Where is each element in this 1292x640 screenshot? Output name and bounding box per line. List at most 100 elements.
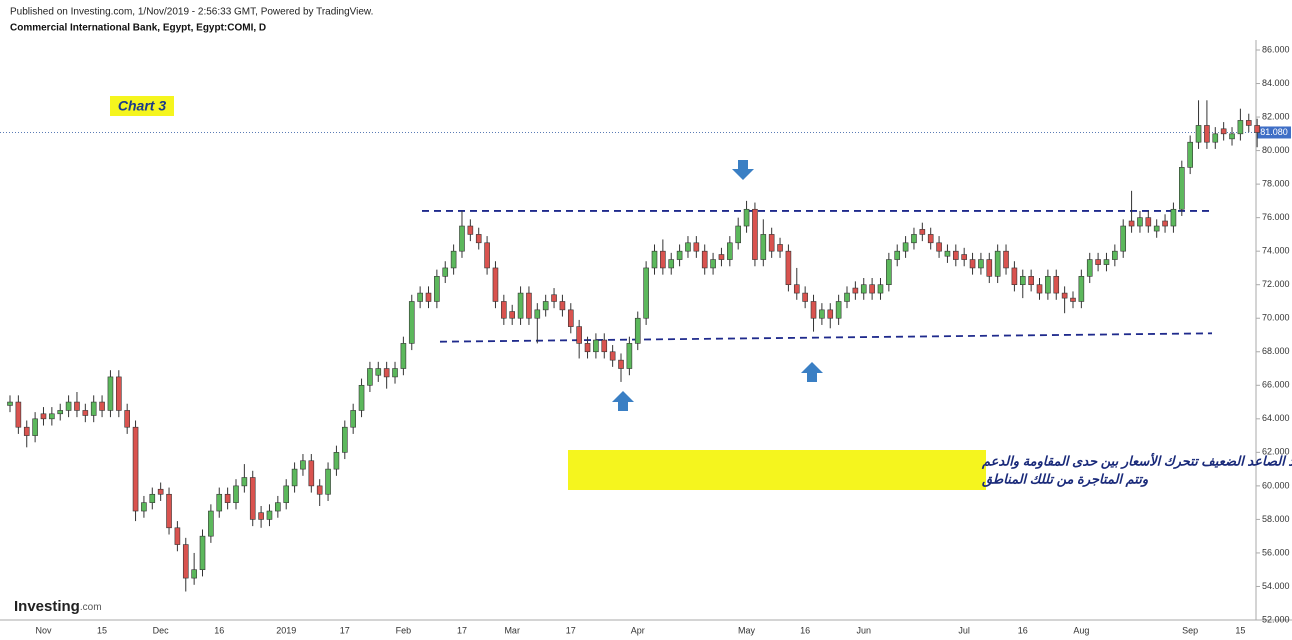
candle-body	[1128, 220, 1135, 227]
candle-body	[651, 250, 658, 269]
y-tick-label: 68.000	[1262, 346, 1290, 356]
candle-body	[785, 250, 792, 286]
candle-body	[927, 234, 934, 244]
candle-body	[1086, 259, 1093, 277]
candle-body	[869, 284, 875, 294]
x-tick-label: 17	[457, 625, 467, 635]
candle-body	[1045, 276, 1051, 294]
candle-body	[768, 234, 775, 252]
candle-body	[601, 339, 608, 353]
candle-body	[517, 292, 524, 319]
candle-body	[643, 267, 649, 319]
candle-body	[49, 413, 55, 420]
candle-body	[1019, 276, 1026, 286]
candle-body	[7, 401, 13, 406]
x-tick-label: Apr	[631, 625, 645, 635]
candle-body	[618, 359, 624, 369]
logo: Investing.com	[14, 598, 102, 615]
candle-body	[233, 485, 239, 503]
candle-body	[425, 292, 432, 302]
candle-body	[107, 376, 114, 411]
candle-body	[969, 259, 976, 269]
candle-body	[1120, 225, 1127, 252]
y-tick-label: 72.000	[1262, 279, 1290, 289]
candle-body	[333, 452, 340, 470]
candle-body	[32, 418, 38, 436]
x-tick-label: 15	[1235, 625, 1245, 635]
candle-body	[860, 284, 867, 294]
label-box	[110, 96, 174, 116]
candle-body	[124, 410, 130, 428]
candle-body	[760, 234, 767, 260]
x-tick-label: Sep	[1182, 625, 1198, 635]
candle-body	[15, 401, 22, 428]
candle-body	[668, 259, 675, 269]
candle-body	[718, 254, 725, 260]
x-tick-label: 16	[1018, 625, 1028, 635]
candle-body	[727, 242, 733, 260]
candle-body	[852, 287, 859, 294]
candle-body	[249, 477, 256, 520]
candle-body	[777, 244, 783, 252]
candle-body	[325, 468, 331, 495]
candle-body	[132, 426, 139, 512]
x-tick-label: 17	[566, 625, 576, 635]
candle-body	[693, 242, 700, 252]
candle-body	[1112, 250, 1118, 260]
candle-body	[902, 242, 909, 252]
x-tick-label: Jun	[856, 625, 871, 635]
candle-body	[65, 401, 72, 411]
candle-body	[241, 477, 248, 487]
candle-body	[978, 259, 984, 269]
x-tick-label: May	[738, 625, 756, 635]
candle-body	[576, 326, 582, 344]
annotation-box	[568, 450, 986, 490]
candle-body	[400, 343, 407, 369]
candle-body	[919, 229, 926, 235]
candle-body	[819, 309, 825, 319]
last-value-label: 81.080	[1260, 127, 1288, 137]
candle-body	[1137, 217, 1143, 227]
y-tick-label: 74.000	[1262, 246, 1290, 256]
candle-body	[1070, 297, 1076, 302]
candle-body	[1187, 141, 1193, 168]
candle-body	[542, 301, 549, 311]
candle-body	[82, 410, 89, 416]
candle-body	[116, 376, 122, 411]
candle-body	[224, 493, 231, 503]
candle-body	[316, 485, 323, 495]
candle-body	[735, 225, 741, 244]
candle-body	[551, 294, 557, 302]
y-tick-label: 66.000	[1262, 380, 1290, 390]
candle-body	[1153, 225, 1160, 232]
y-tick-label: 54.000	[1262, 581, 1290, 591]
y-tick-label: 80.000	[1262, 145, 1290, 155]
candle-body	[57, 410, 64, 415]
candle-body	[1204, 125, 1210, 143]
candle-body	[308, 460, 315, 487]
candle-body	[1237, 120, 1244, 135]
candle-body	[358, 384, 365, 411]
candle-body	[894, 250, 901, 260]
x-tick-label: 16	[800, 625, 810, 635]
candle-body	[844, 292, 850, 302]
y-tick-label: 60.000	[1262, 480, 1290, 490]
candle-body	[810, 301, 817, 319]
annotation: وتتم المتاجرة من تللك المناطق	[982, 471, 1149, 487]
y-tick-label: 86.000	[1262, 44, 1290, 54]
candle-body	[634, 317, 641, 344]
x-tick-label: Mar	[504, 625, 520, 635]
candle-body	[626, 343, 633, 369]
y-tick-label: 56.000	[1262, 547, 1290, 557]
candle-body	[944, 250, 951, 257]
candle-body	[484, 242, 490, 269]
candle-body	[501, 301, 507, 319]
y-tick-label: 84.000	[1262, 78, 1290, 88]
y-tick-label: 70.000	[1262, 313, 1290, 323]
candle-body	[1036, 284, 1043, 294]
candle-body	[793, 284, 800, 294]
candle-body	[660, 250, 666, 269]
candle-body	[157, 488, 164, 495]
candle-body	[911, 234, 917, 244]
candle-body	[23, 426, 30, 436]
